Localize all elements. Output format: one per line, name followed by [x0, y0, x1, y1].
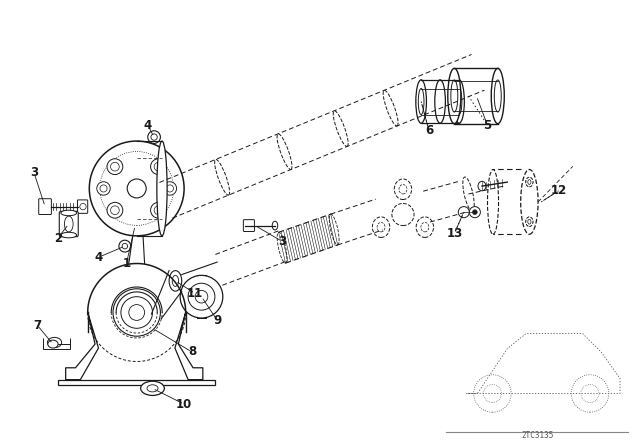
Ellipse shape	[526, 217, 533, 226]
Circle shape	[113, 289, 161, 336]
Circle shape	[107, 202, 123, 218]
Text: 13: 13	[446, 227, 463, 240]
Ellipse shape	[488, 169, 499, 234]
Ellipse shape	[456, 89, 462, 115]
Text: 2TC3135: 2TC3135	[521, 431, 554, 440]
Ellipse shape	[48, 340, 58, 348]
Ellipse shape	[454, 80, 465, 123]
Text: 2: 2	[54, 232, 61, 245]
Ellipse shape	[119, 240, 131, 252]
Circle shape	[458, 207, 469, 218]
Ellipse shape	[526, 177, 533, 187]
Circle shape	[163, 182, 177, 195]
Circle shape	[97, 182, 110, 195]
Text: 8: 8	[188, 345, 196, 358]
Ellipse shape	[141, 381, 164, 396]
Text: 9: 9	[213, 314, 221, 327]
Ellipse shape	[435, 80, 445, 123]
Circle shape	[392, 203, 414, 226]
Text: 4: 4	[143, 119, 152, 132]
Ellipse shape	[47, 337, 61, 348]
Ellipse shape	[416, 80, 426, 123]
Text: 10: 10	[176, 398, 192, 411]
Ellipse shape	[526, 177, 533, 187]
Text: 4: 4	[95, 251, 103, 264]
Circle shape	[180, 276, 223, 318]
FancyBboxPatch shape	[39, 199, 51, 215]
Ellipse shape	[463, 177, 474, 211]
Text: 12: 12	[550, 184, 567, 197]
Ellipse shape	[478, 181, 486, 191]
Ellipse shape	[492, 69, 504, 124]
Circle shape	[474, 375, 511, 412]
Ellipse shape	[494, 80, 501, 112]
Ellipse shape	[521, 169, 538, 234]
Circle shape	[121, 297, 152, 328]
Text: 1: 1	[122, 257, 131, 270]
Text: 11: 11	[187, 287, 204, 300]
Circle shape	[150, 202, 166, 218]
Ellipse shape	[61, 233, 77, 238]
Circle shape	[129, 305, 145, 320]
Ellipse shape	[416, 217, 433, 237]
Circle shape	[90, 141, 184, 236]
FancyBboxPatch shape	[60, 211, 78, 237]
Circle shape	[469, 207, 481, 218]
Circle shape	[107, 159, 123, 175]
Text: 7: 7	[33, 319, 41, 332]
Circle shape	[472, 210, 477, 215]
Ellipse shape	[61, 210, 77, 215]
Ellipse shape	[272, 221, 278, 230]
Ellipse shape	[148, 131, 161, 143]
Ellipse shape	[394, 179, 412, 199]
Ellipse shape	[169, 271, 182, 291]
Text: 5: 5	[483, 119, 492, 132]
FancyBboxPatch shape	[77, 200, 88, 213]
Circle shape	[572, 375, 609, 412]
Ellipse shape	[451, 80, 458, 112]
Text: 3: 3	[278, 235, 286, 248]
FancyBboxPatch shape	[243, 220, 255, 232]
Ellipse shape	[448, 69, 461, 124]
Text: 6: 6	[425, 124, 433, 137]
Ellipse shape	[157, 141, 167, 236]
Text: 3: 3	[30, 166, 38, 179]
Bar	[58, 379, 215, 385]
Circle shape	[150, 159, 166, 175]
Circle shape	[188, 283, 215, 310]
Ellipse shape	[419, 89, 424, 115]
Ellipse shape	[372, 217, 390, 237]
Ellipse shape	[526, 217, 533, 226]
